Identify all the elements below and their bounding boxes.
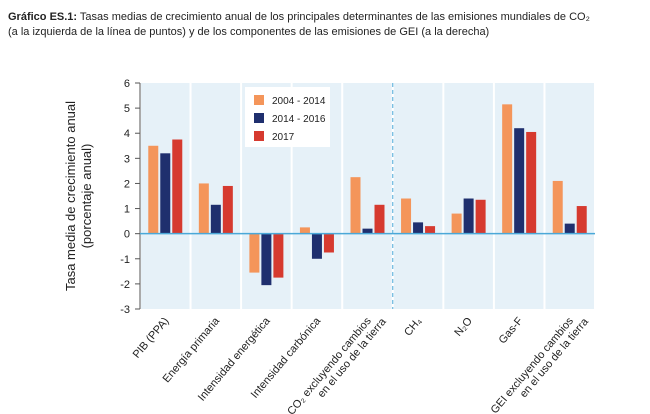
x-tick-label: CO₂ excluyendo cambiosen el uso de la ti… (285, 308, 389, 414)
bar (198, 183, 209, 234)
y-tick-label: -1 (120, 254, 130, 266)
bar (451, 213, 462, 234)
y-tick-label: 3 (124, 153, 130, 165)
y-tick-label: 6 (124, 78, 130, 90)
bar (261, 233, 272, 286)
x-tick-label: PIB (PPA) (131, 315, 172, 360)
bar (463, 198, 474, 234)
x-tick-label: N₂O (452, 315, 475, 339)
x-tick-label: CH₄ (402, 315, 425, 339)
bar (222, 185, 233, 234)
bar (148, 145, 159, 234)
bar (576, 206, 587, 234)
bar (552, 180, 563, 234)
bar (210, 204, 221, 234)
y-tick-label: -2 (120, 279, 130, 291)
bar (299, 227, 310, 234)
y-tick-label: 4 (124, 128, 130, 140)
y-tick-label: 5 (124, 103, 130, 115)
y-tick-label: 0 (124, 229, 130, 241)
x-tick-label: Gas-F (497, 315, 526, 346)
category-background (393, 83, 443, 309)
title-label: Gráfico ES.1: (8, 11, 77, 23)
bar (273, 233, 284, 278)
bar (350, 177, 361, 234)
bar (374, 204, 385, 234)
bar (413, 222, 424, 234)
bar (311, 233, 322, 259)
chart-title: Gráfico ES.1: Tasas medias de crecimient… (8, 11, 590, 38)
y-axis-label: Tasa media de crecimiento anual(porcenta… (63, 101, 94, 291)
bar (362, 228, 373, 234)
y-tick-label: -3 (120, 304, 130, 316)
bar (425, 226, 436, 234)
category-background (444, 83, 493, 309)
bar (526, 131, 537, 234)
x-tick-label: GEI excluyendo cambiosen el uso de la ti… (489, 308, 592, 414)
bar (160, 153, 171, 234)
legend-swatch (254, 131, 264, 141)
bar (249, 233, 260, 273)
y-tick-label: 2 (124, 178, 130, 190)
y-tick-label: 1 (124, 204, 130, 216)
bar (502, 104, 513, 234)
legend-swatch (254, 95, 264, 105)
bar (475, 199, 486, 234)
bar (401, 198, 412, 234)
legend-label: 2017 (272, 132, 295, 143)
bar (172, 139, 183, 234)
bar (514, 128, 525, 234)
legend-label: 2004 - 2014 (272, 96, 326, 107)
bar (564, 223, 575, 234)
bar (323, 233, 334, 253)
legend-label: 2014 - 2016 (272, 114, 326, 125)
legend-swatch (254, 113, 264, 123)
